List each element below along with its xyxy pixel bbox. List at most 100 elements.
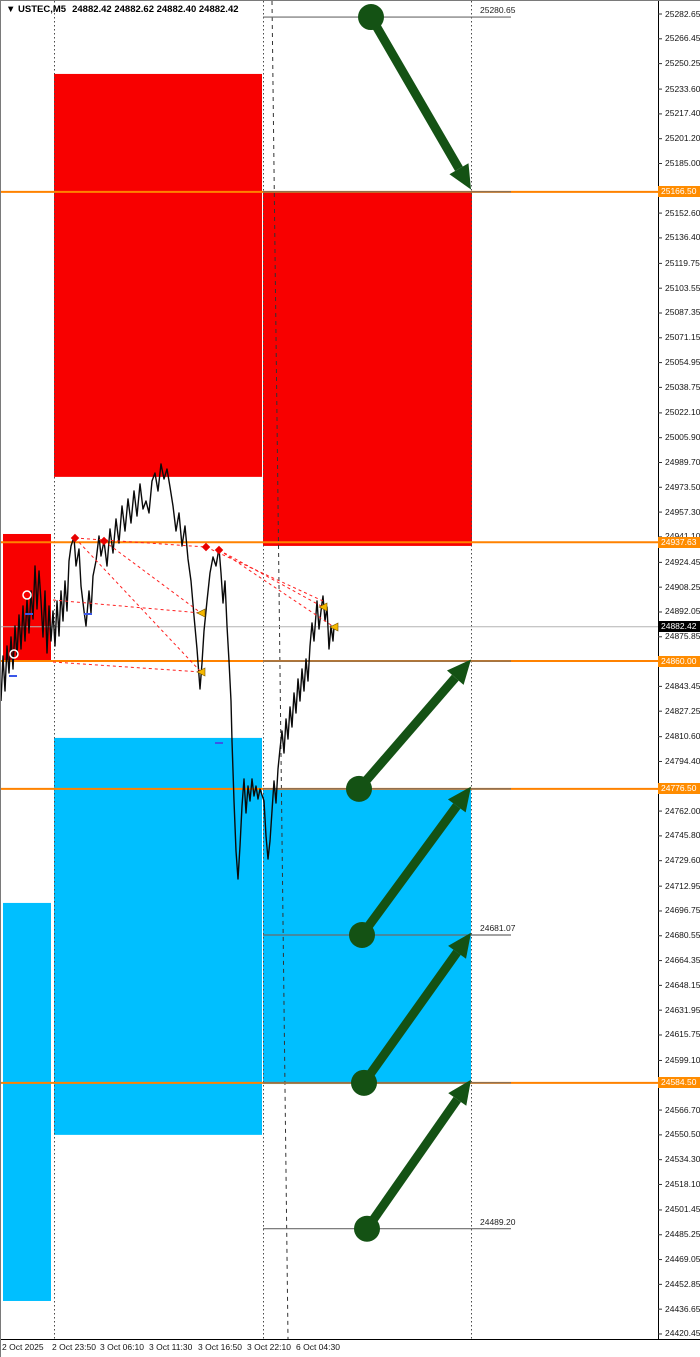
white-circle-marker (22, 590, 32, 600)
blue-dash-marker (84, 613, 92, 615)
blue-dash-marker (9, 675, 17, 677)
price-tick-label: 24664.35 (664, 955, 700, 967)
time-tick-label: 3 Oct 16:50 (198, 1342, 242, 1352)
white-circle-marker (9, 649, 19, 659)
projection-segment-label: 24489.20 (480, 1216, 516, 1227)
price-tick-label: 24745.80 (664, 830, 700, 842)
arrow-origin-dot (358, 4, 384, 31)
yellow-signal-marker (329, 622, 339, 632)
demand-zone (3, 902, 51, 1301)
projection-segment-label: 24681.07 (480, 922, 516, 933)
projection-segment-label: 25280.65 (480, 5, 516, 16)
time-tick-label: 2 Oct 23:50 (52, 1342, 96, 1352)
price-tick-label: 25038.75 (664, 381, 700, 393)
price-tick-label: 24631.95 (664, 1004, 700, 1016)
yellow-signal-marker (318, 602, 328, 612)
price-tick-label: 25282.65 (664, 8, 700, 20)
price-tick-label: 24712.95 (664, 880, 700, 892)
price-tick-label: 24469.05 (664, 1254, 700, 1266)
price-tick-label: 24648.15 (664, 979, 700, 991)
pattern-dashed-line (52, 599, 202, 614)
arrow-up-shaft (358, 803, 461, 938)
price-tick-label: 24924.45 (664, 556, 700, 568)
arrow-origin-dot (346, 775, 372, 802)
price-series-path (1, 463, 335, 880)
price-tick-label: 24518.10 (664, 1178, 700, 1190)
symbol-timeframe-label: USTEC,M5 (18, 4, 67, 15)
price-tick-label: 24680.55 (664, 930, 700, 942)
red-signal-marker (201, 542, 211, 552)
pattern-dashed-line (218, 549, 335, 628)
price-tick-label: 25054.95 (664, 357, 700, 369)
level-price-label: 24776.50 (658, 783, 700, 795)
price-tick-label: 24452.85 (664, 1278, 700, 1290)
price-tick-label: 24810.60 (664, 731, 700, 743)
red-signal-marker (99, 536, 109, 546)
price-tick-label: 24550.50 (664, 1129, 700, 1141)
price-tick-label: 25071.15 (664, 332, 700, 344)
arrow-origin-dot (349, 921, 375, 948)
supply-zone (54, 73, 262, 477)
price-tick-label: 25266.45 (664, 33, 700, 45)
price-tick-label: 24973.50 (664, 481, 700, 493)
time-tick-label: 3 Oct 06:10 (100, 1342, 144, 1352)
price-tick-label: 24696.75 (664, 905, 700, 917)
price-tick-label: 24892.05 (664, 606, 700, 618)
price-tick-label: 24485.25 (664, 1229, 700, 1241)
arrow-up-shaft (360, 949, 461, 1086)
time-tick-label: 6 Oct 04:30 (296, 1342, 340, 1352)
level-price-label: 24937.63 (658, 536, 700, 548)
price-tick-label: 24762.00 (664, 805, 700, 817)
arrow-up-head-icon (446, 659, 471, 685)
arrow-origin-dot (351, 1069, 377, 1096)
price-tick-label: 25217.40 (664, 108, 700, 120)
price-tick-label: 24794.40 (664, 755, 700, 767)
blue-dash-marker (215, 742, 223, 744)
level-price-label: 24584.50 (658, 1077, 700, 1089)
arrow-up-head-icon (447, 786, 471, 813)
red-signal-marker (214, 545, 224, 555)
arrow-down-head-icon (449, 163, 471, 190)
price-tick-label: 25119.75 (664, 257, 700, 269)
price-tick-label: 24875.85 (664, 631, 700, 643)
price-tick-label: 24827.25 (664, 705, 700, 717)
sloped-dashed-trendline (271, 1, 289, 1340)
chevron-down-icon: ▼ (6, 4, 16, 15)
arrow-up-head-icon (448, 932, 471, 959)
price-tick-label: 25103.55 (664, 282, 700, 294)
pattern-dashed-line (74, 537, 207, 548)
time-tick-label: 3 Oct 22:10 (247, 1342, 291, 1352)
price-tick-label: 25087.35 (664, 307, 700, 319)
arrow-down-shaft (367, 14, 463, 172)
pattern-dashed-line (52, 661, 202, 673)
pattern-dashed-line (218, 549, 324, 608)
price-tick-label: 25022.10 (664, 407, 700, 419)
price-tick-label: 25233.60 (664, 83, 700, 95)
price-tick-label: 25005.90 (664, 432, 700, 444)
demand-zone (54, 737, 262, 1135)
level-price-label: 24860.00 (658, 655, 700, 667)
pattern-dashed-line (74, 537, 202, 673)
price-tick-label: 25201.20 (664, 133, 700, 145)
time-tick-label: 2 Oct 2025 (2, 1342, 44, 1352)
chart-header: ▼ USTEC,M5 24882.42 24882.62 24882.40 24… (6, 4, 239, 15)
price-tick-label: 24615.75 (664, 1029, 700, 1041)
arrow-up-shaft (355, 674, 459, 792)
price-tick-label: 24420.45 (664, 1328, 700, 1340)
price-tick-label: 24908.25 (664, 581, 700, 593)
price-tick-label: 25185.00 (664, 157, 700, 169)
symbol-menu[interactable]: ▼ USTEC,M5 (6, 4, 66, 15)
price-tick-label: 24843.45 (664, 680, 700, 692)
level-price-label: 25166.50 (658, 186, 700, 198)
yellow-signal-marker (196, 608, 206, 618)
blue-dash-marker (25, 613, 33, 615)
price-tick-label: 25152.60 (664, 207, 700, 219)
price-tick-label: 24989.70 (664, 456, 700, 468)
bid-price-label: 24882.42 (658, 621, 700, 633)
arrow-up-head-icon (448, 1079, 471, 1106)
time-tick-label: 3 Oct 11:30 (149, 1342, 193, 1352)
price-tick-label: 24566.70 (664, 1104, 700, 1116)
ohlc-readout: 24882.42 24882.62 24882.40 24882.42 (72, 4, 239, 15)
